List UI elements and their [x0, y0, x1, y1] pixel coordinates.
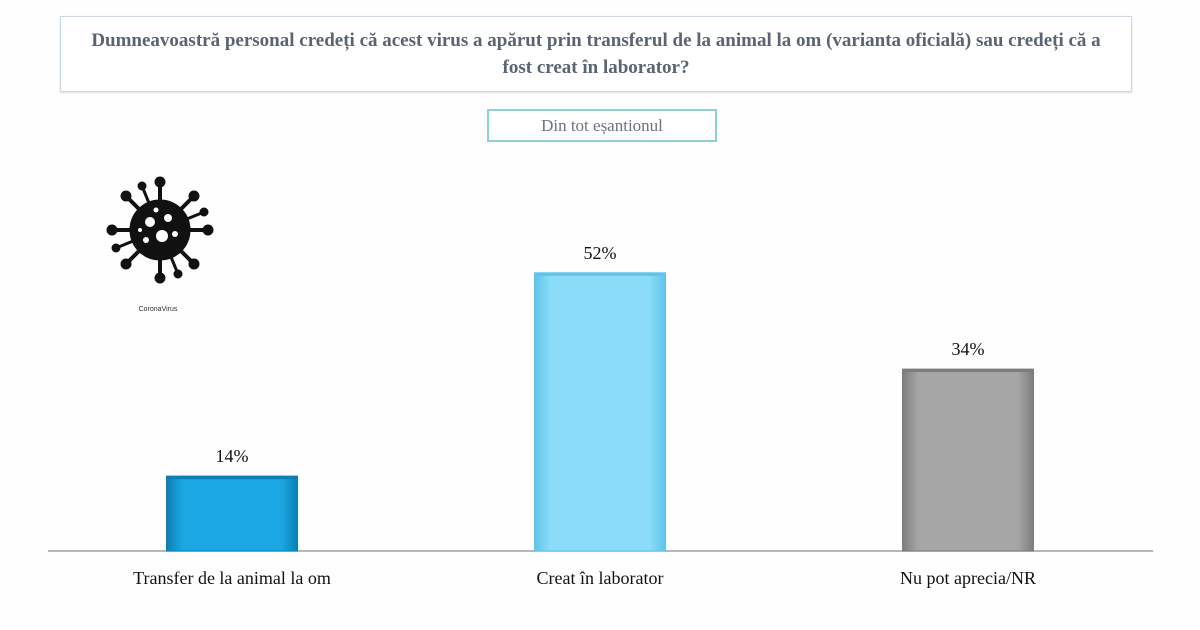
- coronavirus-caption: CoronaVirus: [138, 306, 178, 313]
- category-label: Creat în laborator: [537, 568, 664, 588]
- bar-3: [902, 368, 1034, 552]
- category-label: Nu pot aprecia/NR: [900, 568, 1036, 588]
- data-label: 52%: [584, 243, 617, 263]
- bar-top-edge: [166, 476, 298, 480]
- data-label: 34%: [952, 339, 985, 359]
- category-label: Transfer de la animal la om: [133, 568, 331, 588]
- bar-1: [166, 475, 298, 552]
- bar-top-edge: [534, 272, 666, 276]
- sample-label: Din tot eșantionul: [541, 115, 663, 135]
- data-label: 14%: [216, 446, 249, 466]
- question-box: Dumneavoastră personal credeți că acest …: [60, 16, 1132, 92]
- bar-2: [534, 272, 666, 552]
- coronavirus-icon: [106, 176, 214, 284]
- bar-top-edge: [902, 369, 1034, 373]
- question-title: Dumneavoastră personal credeți că acest …: [91, 30, 1101, 78]
- sample-label-box: Din tot eșantionul: [487, 109, 717, 142]
